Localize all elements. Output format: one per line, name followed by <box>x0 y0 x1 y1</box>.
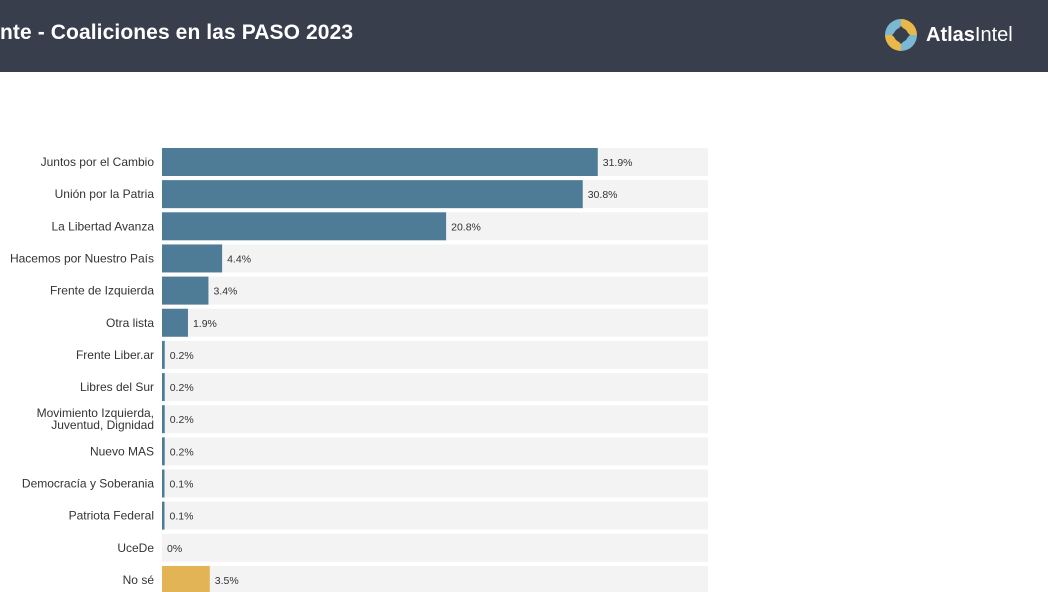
value-label: 0.1% <box>170 479 194 491</box>
brand-name-part1: Atlas <box>926 23 975 46</box>
bar-track <box>162 405 708 434</box>
category-label: La Libertad Avanza <box>51 219 154 233</box>
value-label: 4.4% <box>227 253 251 265</box>
page-title: nte - Coaliciones en las PASO 2023 <box>0 21 354 44</box>
bar <box>162 373 165 402</box>
bar-track <box>162 469 708 498</box>
value-label: 30.8% <box>588 189 618 201</box>
category-label: Unión por la Patria <box>55 187 155 201</box>
brand-logo: AtlasIntel <box>884 17 1013 53</box>
value-label: 0% <box>167 543 182 555</box>
bar-track <box>162 533 708 562</box>
brand-name: AtlasIntel <box>926 24 1013 47</box>
atlasintel-logo-icon <box>885 19 917 51</box>
category-label: Juntos por el Cambio <box>41 155 155 169</box>
category-label: Libres del Sur <box>80 380 154 394</box>
bar-track <box>162 308 708 337</box>
bar-track <box>162 565 708 592</box>
bar <box>162 469 165 498</box>
category-label: UceDe <box>117 541 154 555</box>
category-label: No sé <box>123 573 155 587</box>
bar-track <box>162 373 708 402</box>
bar-track <box>162 340 708 369</box>
bar-track <box>162 276 708 305</box>
value-label: 0.2% <box>170 414 194 426</box>
category-label: Frente Liber.ar <box>76 348 154 362</box>
value-label: 0.2% <box>170 350 194 362</box>
category-label: Frente de Izquierda <box>50 284 154 298</box>
bar <box>162 437 165 466</box>
category-label: Hacemos por Nuestro País <box>10 251 154 265</box>
category-label: Democracía y Soberania <box>22 477 154 491</box>
bar-track <box>162 437 708 466</box>
category-label: Patriota Federal <box>69 509 154 523</box>
value-label: 31.9% <box>603 157 633 169</box>
bar <box>162 244 223 273</box>
bar <box>162 180 583 209</box>
brand-name-part2: Intel <box>974 23 1013 46</box>
header-bar: nte - Coaliciones en las PASO 2023 Atlas… <box>0 0 1048 72</box>
category-label: Otra lista <box>106 316 154 330</box>
bar <box>162 276 209 305</box>
bar <box>162 340 165 369</box>
value-label: 0.2% <box>170 382 194 394</box>
bar <box>162 212 447 241</box>
bar <box>162 148 598 176</box>
value-label: 3.4% <box>213 286 237 298</box>
value-label: 0.2% <box>170 446 194 458</box>
value-label: 0.1% <box>170 511 194 523</box>
bar <box>162 565 210 592</box>
bar <box>162 501 165 530</box>
value-label: 3.5% <box>215 575 239 587</box>
value-label: 1.9% <box>193 318 217 330</box>
bar-track <box>162 501 708 530</box>
category-label: Movimiento Izquierda, Juventud, Dignidad <box>37 406 154 432</box>
bar <box>162 405 165 434</box>
bar <box>162 308 188 337</box>
category-label: Nuevo MAS <box>90 444 154 458</box>
bar-track <box>162 244 708 273</box>
value-label: 20.8% <box>451 221 481 233</box>
